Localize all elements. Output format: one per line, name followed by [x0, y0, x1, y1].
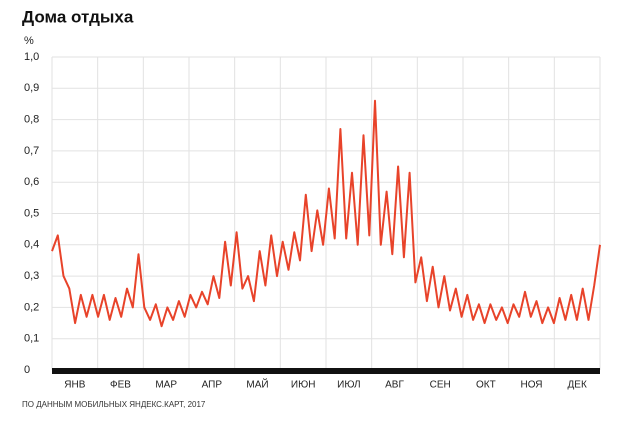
x-tick-label: НОЯ: [520, 380, 542, 391]
x-tick-label: АВГ: [385, 380, 404, 391]
y-tick-label: 0,2: [24, 301, 39, 313]
x-tick-label: СЕН: [430, 380, 451, 391]
y-tick-label: 0,9: [24, 82, 39, 94]
y-axis-label: %: [24, 35, 34, 47]
x-tick-label: ЯНВ: [64, 380, 85, 391]
baseline: [52, 368, 600, 374]
y-tick-label: 0,6: [24, 176, 39, 188]
y-tick-label: 0,1: [24, 333, 39, 345]
y-tick-label: 0,7: [24, 145, 39, 157]
x-tick-label: ОКТ: [476, 380, 496, 391]
y-tick-label: 0,3: [24, 270, 39, 282]
chart-title: Дома отдыха: [22, 7, 134, 26]
source-note: ПО ДАННЫМ МОБИЛЬНЫХ ЯНДЕКС.КАРТ, 2017: [22, 400, 206, 409]
y-tick-label: 1,0: [24, 51, 39, 63]
x-tick-label: МАЙ: [246, 378, 268, 391]
x-tick-label: ДЕК: [568, 380, 587, 391]
x-tick-label: ИЮН: [291, 380, 316, 391]
y-tick-label: 0: [24, 364, 30, 376]
x-tick-label: МАР: [155, 380, 177, 391]
y-tick-label: 0,5: [24, 207, 39, 219]
x-tick-label: АПР: [202, 380, 223, 391]
data-line: [51, 99, 601, 328]
x-tick-label: ИЮЛ: [337, 380, 360, 391]
y-tick-label: 0,4: [24, 239, 39, 251]
y-tick-label: 0,8: [24, 114, 39, 126]
x-tick-label: ФЕВ: [110, 380, 131, 391]
